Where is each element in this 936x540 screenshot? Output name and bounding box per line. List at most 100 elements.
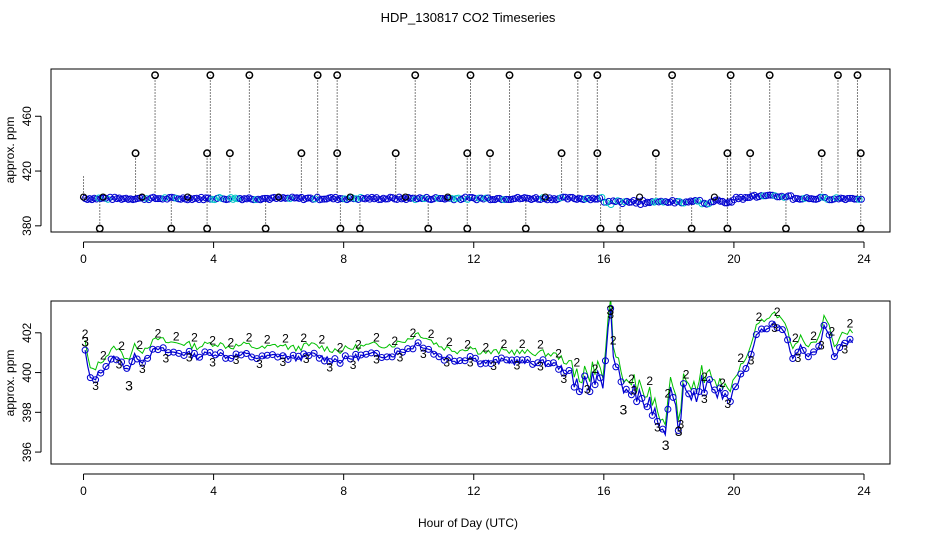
series-3-label: 3 <box>139 362 146 376</box>
spike-point <box>313 71 322 80</box>
series-2-label: 2 <box>501 337 508 351</box>
data-point <box>304 194 312 202</box>
data-point <box>566 193 574 201</box>
x-tick-label: 20 <box>727 484 741 498</box>
data-point <box>846 194 854 202</box>
series-3-label: 3 <box>619 401 627 417</box>
data-point <box>404 345 412 353</box>
series-3-label: 3 <box>467 356 474 370</box>
data-point <box>102 363 110 371</box>
data-point <box>373 194 381 202</box>
data-point <box>108 195 116 203</box>
data-point <box>710 193 718 201</box>
data-point <box>310 349 318 357</box>
data-point <box>138 359 146 367</box>
data-point <box>352 350 360 358</box>
data-point <box>274 353 282 361</box>
series-2-label: 2 <box>810 329 817 343</box>
series-2-label: 2 <box>410 326 417 340</box>
data-point <box>732 383 740 391</box>
data-point <box>477 360 485 368</box>
data-point <box>815 342 823 350</box>
spike-point <box>765 71 774 80</box>
data-point <box>320 357 328 365</box>
series-2-label: 2 <box>683 368 690 382</box>
data-point <box>354 195 362 203</box>
series-2-label: 2 <box>337 340 344 354</box>
data-point <box>366 195 374 203</box>
y-tick-label: 402 <box>20 322 34 342</box>
data-point <box>466 194 474 202</box>
data-point <box>716 384 724 392</box>
data-point <box>673 198 681 206</box>
x-tick-label: 0 <box>80 484 87 498</box>
data-point <box>209 195 217 203</box>
data-point <box>461 193 469 201</box>
series-3-label: 3 <box>92 379 99 393</box>
data-point <box>513 356 521 364</box>
data-point <box>315 354 323 362</box>
data-point <box>170 348 178 356</box>
series-3-label: 3 <box>537 360 544 374</box>
data-point <box>516 195 524 203</box>
data-point <box>487 360 495 368</box>
data-point <box>716 197 724 205</box>
data-point <box>648 411 656 419</box>
data-point <box>227 354 235 362</box>
data-point <box>475 194 483 202</box>
data-point <box>451 357 459 365</box>
x-tick-label: 4 <box>210 252 217 266</box>
data-point <box>425 345 433 353</box>
data-point <box>789 355 797 363</box>
data-point <box>591 195 599 203</box>
data-point <box>739 195 747 203</box>
data-point <box>591 381 599 389</box>
x-axis-label: Hour of Day (UTC) <box>418 516 518 530</box>
data-point <box>482 194 490 202</box>
data-point <box>240 195 248 203</box>
series-2-label: 2 <box>573 356 580 370</box>
data-point <box>373 349 381 357</box>
data-point <box>190 349 198 357</box>
data-point <box>505 196 513 204</box>
data-point <box>791 194 799 202</box>
data-point <box>120 195 128 203</box>
data-point <box>444 193 452 201</box>
data-point <box>341 352 349 360</box>
data-point <box>252 196 260 204</box>
data-point <box>637 200 645 208</box>
series-2-label: 2 <box>756 310 763 324</box>
spike-point <box>505 71 514 80</box>
spike-point <box>297 149 306 158</box>
data-point <box>456 357 464 365</box>
data-point <box>805 195 813 203</box>
y-tick-label: 420 <box>20 161 34 181</box>
series-2-label: 2 <box>136 338 143 352</box>
data-point <box>297 193 305 201</box>
top-panel-plot-box <box>50 68 891 233</box>
series-2-line <box>84 301 854 427</box>
data-point <box>138 193 146 201</box>
data-point <box>206 195 214 203</box>
data-point <box>159 344 167 352</box>
spike-point <box>411 71 420 80</box>
spike-point <box>817 149 826 158</box>
series-3-label: 3 <box>795 351 802 365</box>
data-point <box>393 195 401 203</box>
data-point <box>503 356 511 364</box>
data-point <box>778 326 786 334</box>
data-point <box>362 350 370 358</box>
y-tick-label: 460 <box>20 106 34 126</box>
data-point <box>737 193 745 201</box>
series-2-label: 2 <box>264 332 271 346</box>
data-point <box>636 193 644 201</box>
series-3-label: 3 <box>631 383 638 397</box>
data-point <box>810 195 818 203</box>
data-point <box>744 194 752 202</box>
data-point <box>508 356 516 364</box>
y-tick-label: 400 <box>20 362 34 382</box>
data-point <box>607 305 615 313</box>
data-point <box>570 383 578 391</box>
data-point <box>418 195 426 203</box>
